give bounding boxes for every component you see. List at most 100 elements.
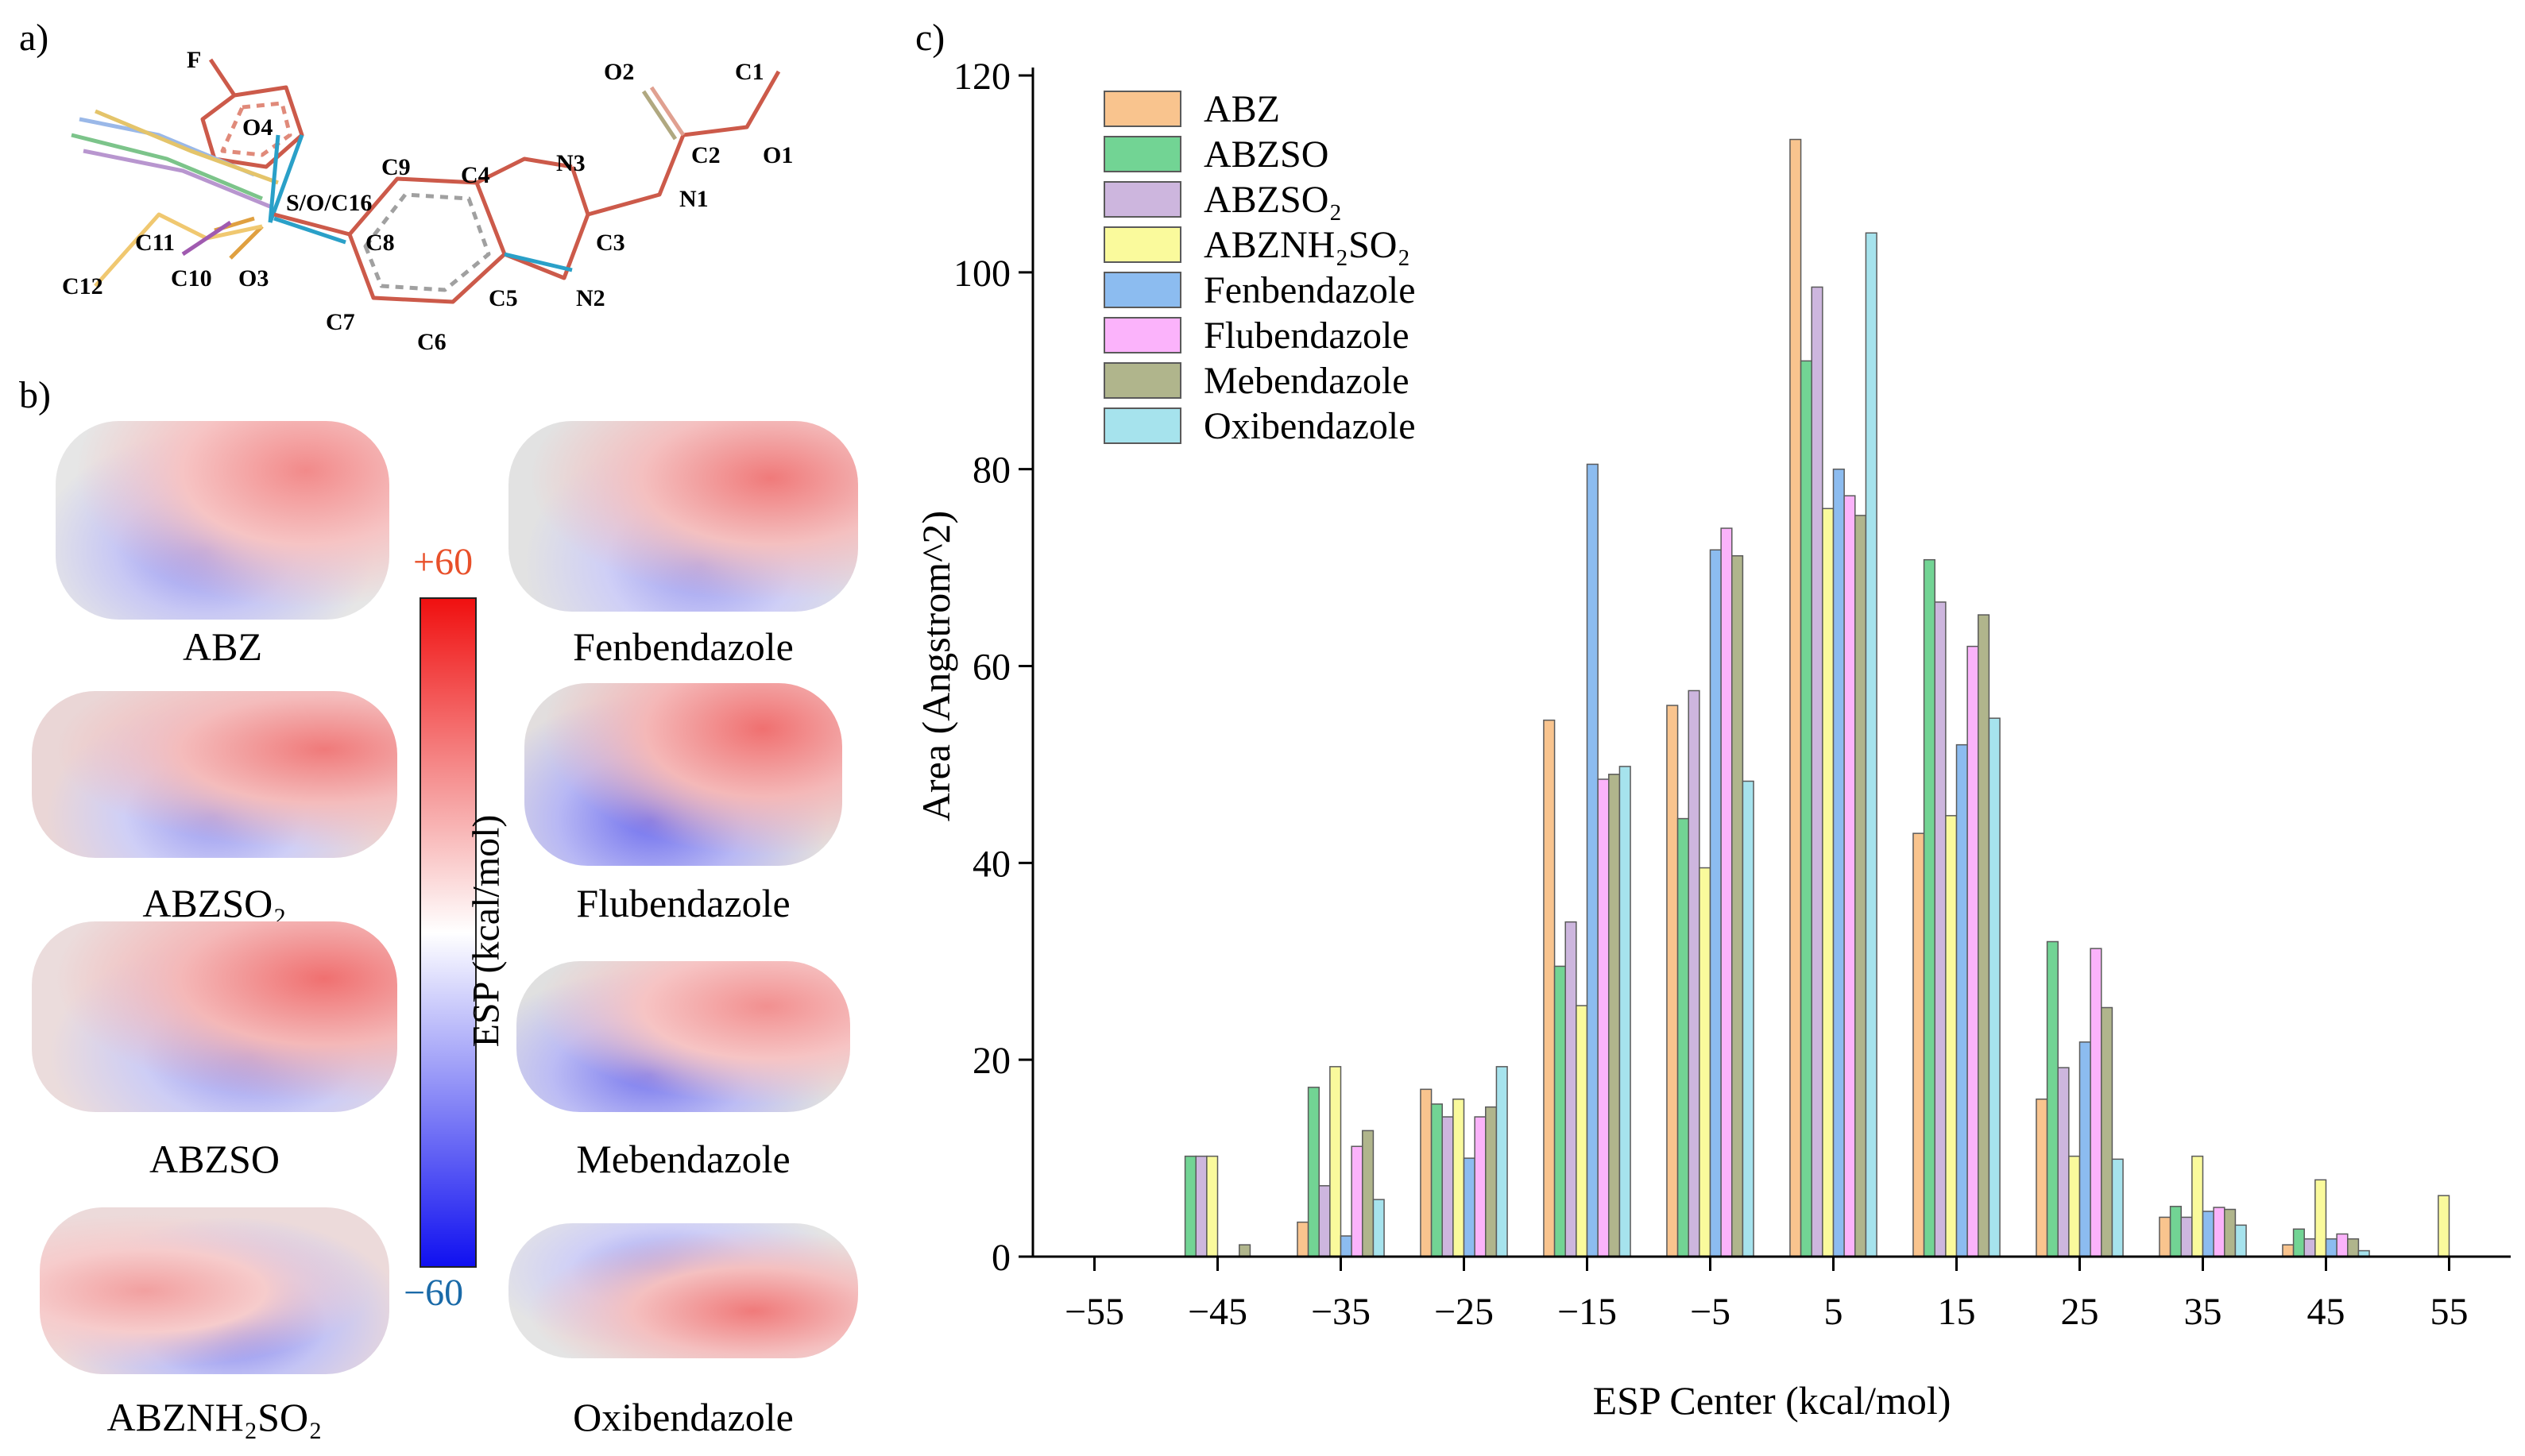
- bar: [1811, 286, 1823, 1257]
- x-tick-label: −5: [1690, 1291, 1730, 1333]
- x-tick-label: 25: [2061, 1291, 2099, 1333]
- atom-label: C11: [135, 230, 175, 256]
- legend-swatch: [1104, 181, 1181, 218]
- x-axis-label: ESP Center (kcal/mol): [1593, 1378, 1951, 1423]
- bar: [2046, 940, 2059, 1257]
- bar: [1966, 645, 1979, 1257]
- bar: [2314, 1179, 2327, 1257]
- panel-b-label: b): [19, 374, 51, 416]
- bar: [1618, 766, 1631, 1257]
- bar: [2078, 1041, 2091, 1257]
- colorbar-max-label: +60: [413, 541, 474, 583]
- bar: [2036, 1098, 2048, 1257]
- atom-label: C3: [596, 230, 625, 256]
- atom-label: C2: [691, 142, 721, 168]
- bar: [1441, 1116, 1454, 1257]
- bar: [2347, 1238, 2360, 1257]
- bar: [1463, 1157, 1475, 1257]
- molecule-label: Oxibendazole: [573, 1395, 794, 1439]
- bar: [1934, 601, 1947, 1257]
- atom-label: O4: [242, 114, 273, 141]
- bar: [1597, 778, 1610, 1257]
- bar: [1676, 817, 1689, 1257]
- bar: [1800, 360, 1812, 1257]
- legend-label: ABZNH₂SO₂: [1204, 224, 1410, 266]
- atom-label: C7: [326, 309, 355, 335]
- x-tick-label: −55: [1065, 1291, 1124, 1333]
- atom-label: C4: [461, 162, 490, 188]
- bar: [2159, 1216, 2171, 1257]
- bar: [1485, 1106, 1498, 1257]
- bar: [2101, 1006, 2113, 1257]
- bar: [2438, 1195, 2450, 1257]
- atom-label: F: [187, 47, 201, 73]
- bar: [1564, 921, 1577, 1257]
- x-tick-label: 45: [2307, 1291, 2345, 1333]
- x-tick-label: 5: [1824, 1291, 1843, 1333]
- bar: [1543, 719, 1556, 1257]
- molecule-label: Flubendazole: [576, 881, 791, 925]
- y-tick-label: 120: [953, 56, 1011, 98]
- y-tick-label: 100: [953, 253, 1011, 295]
- esp-surface-abz: [56, 421, 389, 620]
- bar: [1318, 1185, 1331, 1257]
- bar: [1474, 1116, 1487, 1257]
- legend-label: Mebendazole: [1204, 360, 1409, 402]
- x-tick-label: −45: [1188, 1291, 1247, 1333]
- bar: [1184, 1155, 1197, 1257]
- bar: [1978, 614, 1990, 1257]
- bar: [2292, 1228, 2305, 1257]
- bar: [1720, 527, 1733, 1257]
- panel-a-label: a): [19, 17, 49, 59]
- structure-overlay: F O4 O2 C1 C2 O1 N1 N3 C4 C9 S/O/C16 C8 …: [62, 47, 793, 355]
- bar: [1666, 705, 1679, 1257]
- phenyl-ring-bond: [200, 85, 304, 169]
- legend-label: ABZSO: [1204, 133, 1328, 176]
- bar: [1495, 1066, 1508, 1257]
- bar: [2325, 1238, 2337, 1257]
- x-tick-label: 15: [1938, 1291, 1976, 1333]
- esp-surface-abzso2: [32, 691, 397, 858]
- legend-label: ABZ: [1204, 88, 1280, 130]
- bar: [2213, 1207, 2225, 1257]
- x-tick-label: 55: [2430, 1291, 2469, 1333]
- bar: [1362, 1130, 1375, 1257]
- bar: [1854, 515, 1867, 1257]
- y-tick-label: 0: [992, 1237, 1011, 1279]
- atom-label: N1: [679, 186, 709, 212]
- y-tick-label: 20: [972, 1040, 1011, 1082]
- bar: [1372, 1199, 1385, 1257]
- bar: [1307, 1087, 1320, 1257]
- legend-swatch: [1104, 317, 1181, 353]
- y-tick-label: 60: [972, 647, 1011, 689]
- bar: [2202, 1211, 2214, 1257]
- bar: [2303, 1238, 2316, 1257]
- bar: [2057, 1067, 2070, 1257]
- bar: [1832, 468, 1845, 1257]
- legend-swatch: [1104, 226, 1181, 263]
- bar: [2090, 948, 2102, 1257]
- atom-label: C9: [381, 154, 411, 180]
- bar: [2282, 1244, 2295, 1257]
- bar: [2068, 1155, 2081, 1257]
- legend-swatch: [1104, 407, 1181, 444]
- bar: [1195, 1155, 1208, 1257]
- legend-label: Fenbendazole: [1204, 269, 1416, 311]
- atom-label: C6: [417, 329, 447, 355]
- bar: [1865, 232, 1877, 1257]
- atom-label: N2: [576, 285, 605, 311]
- atom-label: N3: [556, 150, 586, 176]
- y-axis-label: Area (Angstrom^2): [914, 511, 958, 821]
- esp-surface-mebendazole: [516, 961, 850, 1112]
- bar: [1206, 1155, 1219, 1257]
- molecule-label: ABZNH₂SO₂: [106, 1395, 323, 1439]
- atom-label: O1: [763, 142, 793, 168]
- bar: [1912, 832, 1925, 1257]
- bar: [1945, 815, 1958, 1257]
- colorbar-min-label: −60: [404, 1272, 464, 1314]
- bar: [1709, 549, 1722, 1257]
- legend-swatch: [1104, 136, 1181, 172]
- bar: [1430, 1103, 1443, 1257]
